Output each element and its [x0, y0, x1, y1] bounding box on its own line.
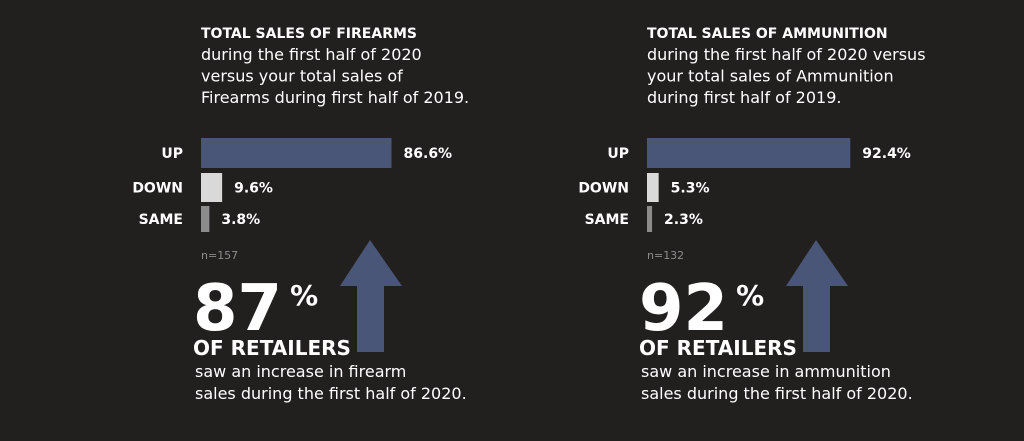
sample-size: n=157: [201, 249, 238, 262]
arrow: [340, 240, 402, 352]
subtitle: your total sales of Ammunition: [647, 67, 894, 86]
bar: [201, 173, 223, 202]
subtitle: during the first half of 2020: [201, 45, 422, 64]
bar: [201, 206, 210, 232]
chart-title: TOTAL SALES OF FIREARMS: [201, 26, 417, 42]
value-label: 5.3%: [671, 181, 710, 197]
value-label: 2.3%: [664, 212, 703, 228]
value-label: 9.6%: [234, 181, 273, 197]
category-label: UP: [161, 146, 183, 162]
highlight-value: 92: [639, 272, 728, 346]
subtitle: during first half of 2019.: [647, 88, 841, 107]
arrow: [786, 240, 848, 352]
highlight-text: sales during the first half of 2020.: [641, 384, 913, 403]
highlight-unit: %: [290, 279, 318, 312]
subtitle: versus your total sales of: [201, 67, 403, 86]
highlight-value: 87: [193, 272, 282, 346]
highlight-text: sales during the first half of 2020.: [195, 384, 467, 403]
highlight-label: OF RETAILERS: [639, 336, 797, 360]
category-label: DOWN: [132, 181, 183, 197]
bar: [647, 206, 653, 232]
category-label: SAME: [585, 212, 629, 228]
sample-size: n=132: [647, 249, 684, 262]
bar: [201, 138, 392, 168]
highlight-text: saw an increase in firearm: [195, 362, 406, 381]
category-label: DOWN: [578, 181, 629, 197]
highlight-text: saw an increase in ammunition: [641, 362, 891, 381]
value-label: 92.4%: [862, 146, 911, 162]
highlight-label: OF RETAILERS: [193, 336, 351, 360]
chart-title: TOTAL SALES OF AMMUNITION: [647, 26, 888, 42]
value-label: 86.6%: [404, 146, 453, 162]
subtitle: Firearms during first half of 2019.: [201, 88, 469, 107]
bar: [647, 173, 659, 202]
highlight-unit: %: [736, 279, 764, 312]
category-label: UP: [607, 146, 629, 162]
value-label: 3.8%: [221, 212, 260, 228]
bar: [647, 138, 851, 168]
category-label: SAME: [139, 212, 183, 228]
subtitle: during the first half of 2020 versus: [647, 45, 926, 64]
